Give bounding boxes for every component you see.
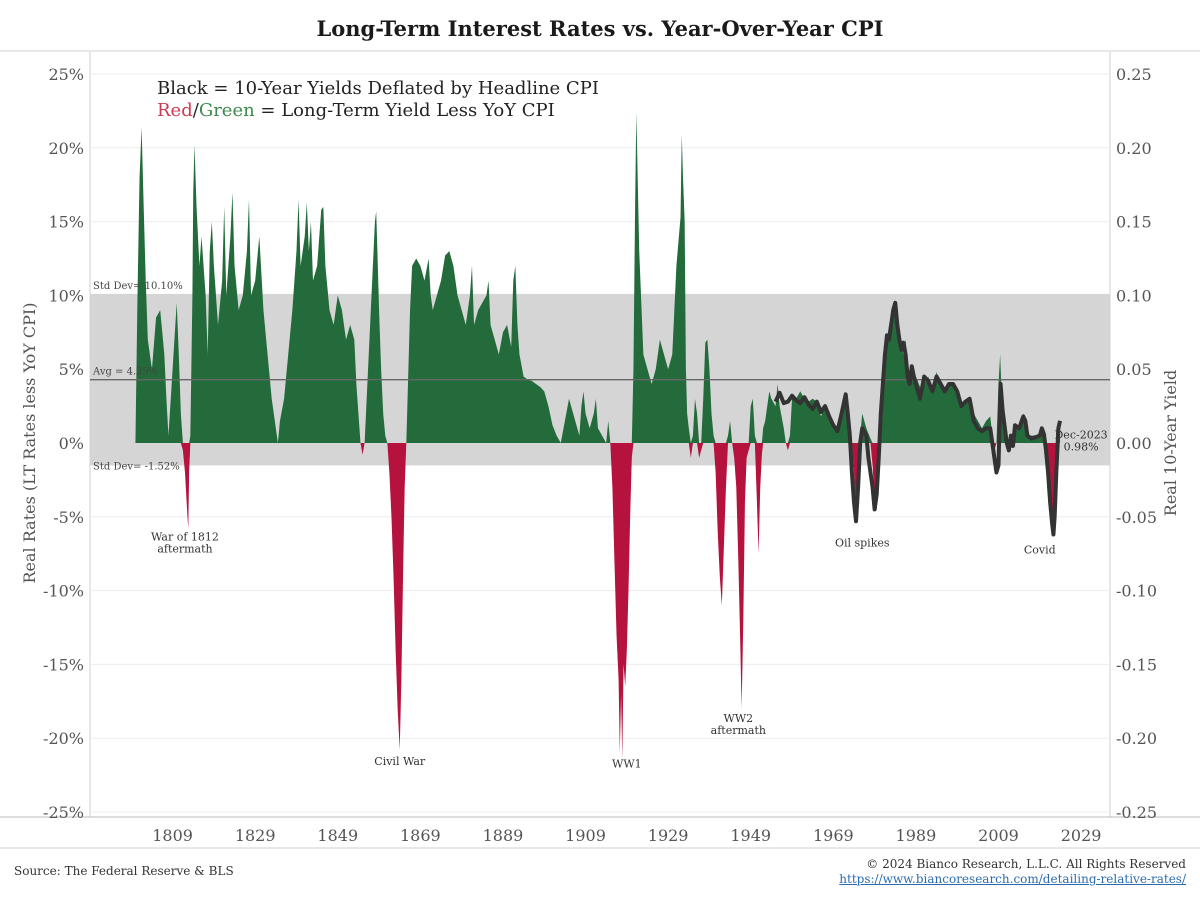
x-tick: 1869 [400,826,441,845]
legend-line2-red: Red [157,100,193,121]
chart-annotation: Oil spikes [835,536,890,549]
chart-annotation: Covid [1024,544,1056,557]
x-tick: 1929 [648,826,689,845]
y-tick-right: -0.05 [1116,508,1157,527]
chart-annotation: Civil War [374,755,426,768]
legend-line2-slash: / [193,100,200,121]
y-tick-left: -10% [43,582,84,601]
chart-title: Long-Term Interest Rates vs. Year-Over-Y… [316,16,884,41]
y-tick-left: 20% [48,139,84,158]
x-tick: 1849 [317,826,358,845]
y-tick-left: 25% [48,65,84,84]
y-tick-right: 0.10 [1116,286,1152,305]
copyright-text: © 2024 Bianco Research, L.L.C. All Right… [866,857,1186,871]
footer-credits: © 2024 Bianco Research, L.L.C. All Right… [839,857,1186,887]
y-tick-right: 0.05 [1116,360,1152,379]
legend-line-red-green: Red/Green = Long-Term Yield Less YoY CPI [157,100,555,121]
chart-annotation: Dec-2023 [1054,429,1107,442]
y-tick-left: 15% [48,213,84,232]
y-axis-left-title: Real Rates (LT Rates less YoY CPI) [20,303,39,584]
positive-real-rate-area [135,112,1061,443]
y-tick-left: -25% [43,803,84,822]
legend-line2-rest: = Long-Term Yield Less YoY CPI [255,100,555,121]
y-tick-right: -0.15 [1116,655,1157,674]
y-tick-right: -0.10 [1116,582,1157,601]
y-tick-right: 0.00 [1116,434,1152,453]
x-tick: 1889 [483,826,524,845]
chart-annotation: 0.98% [1064,441,1099,454]
average-label: Avg = 4.29% [92,367,158,378]
y-tick-left: 5% [59,360,84,379]
y-tick-right: 0.15 [1116,213,1152,232]
y-tick-right: -0.20 [1116,729,1157,748]
y-tick-left: -20% [43,729,84,748]
source-note: Source: The Federal Reserve & BLS [14,864,234,878]
y-tick-right: 0.25 [1116,65,1152,84]
real-10-year-yield-line [773,300,1062,537]
y-tick-right: -0.25 [1116,803,1157,822]
source-link[interactable]: https://www.biancoresearch.com/detailing… [839,872,1186,886]
negative-real-rate-area [135,443,1061,759]
x-tick: 1989 [896,826,937,845]
chart-annotation: WW1 [612,758,642,771]
x-tick: 2009 [978,826,1019,845]
chart-annotation: aftermath [711,724,766,737]
y-tick-left: 0% [59,434,84,453]
x-tick: 1969 [813,826,854,845]
chart-annotation: WW2 [724,712,754,725]
std-dev-lower-label: Std Dev= -1.52% [93,461,180,472]
x-tick: 1909 [565,826,606,845]
x-tick: 1829 [235,826,276,845]
y-tick-left: 10% [48,286,84,305]
legend-line2-green: Green [199,100,255,121]
legend-line-black: Black = 10-Year Yields Deflated by Headl… [157,78,599,99]
std-dev-upper-label: Std Dev= 10.10% [93,281,183,292]
y-tick-right: 0.20 [1116,139,1152,158]
chart-annotation: War of 1812 [151,530,219,543]
x-tick: 1809 [152,826,193,845]
y-tick-left: -5% [53,508,84,527]
y-tick-left: -15% [43,655,84,674]
y-axis-right-title: Real 10-Year Yield [1161,370,1180,516]
x-tick: 1949 [730,826,771,845]
chart-annotation: aftermath [157,542,212,555]
x-tick: 2029 [1061,826,1102,845]
